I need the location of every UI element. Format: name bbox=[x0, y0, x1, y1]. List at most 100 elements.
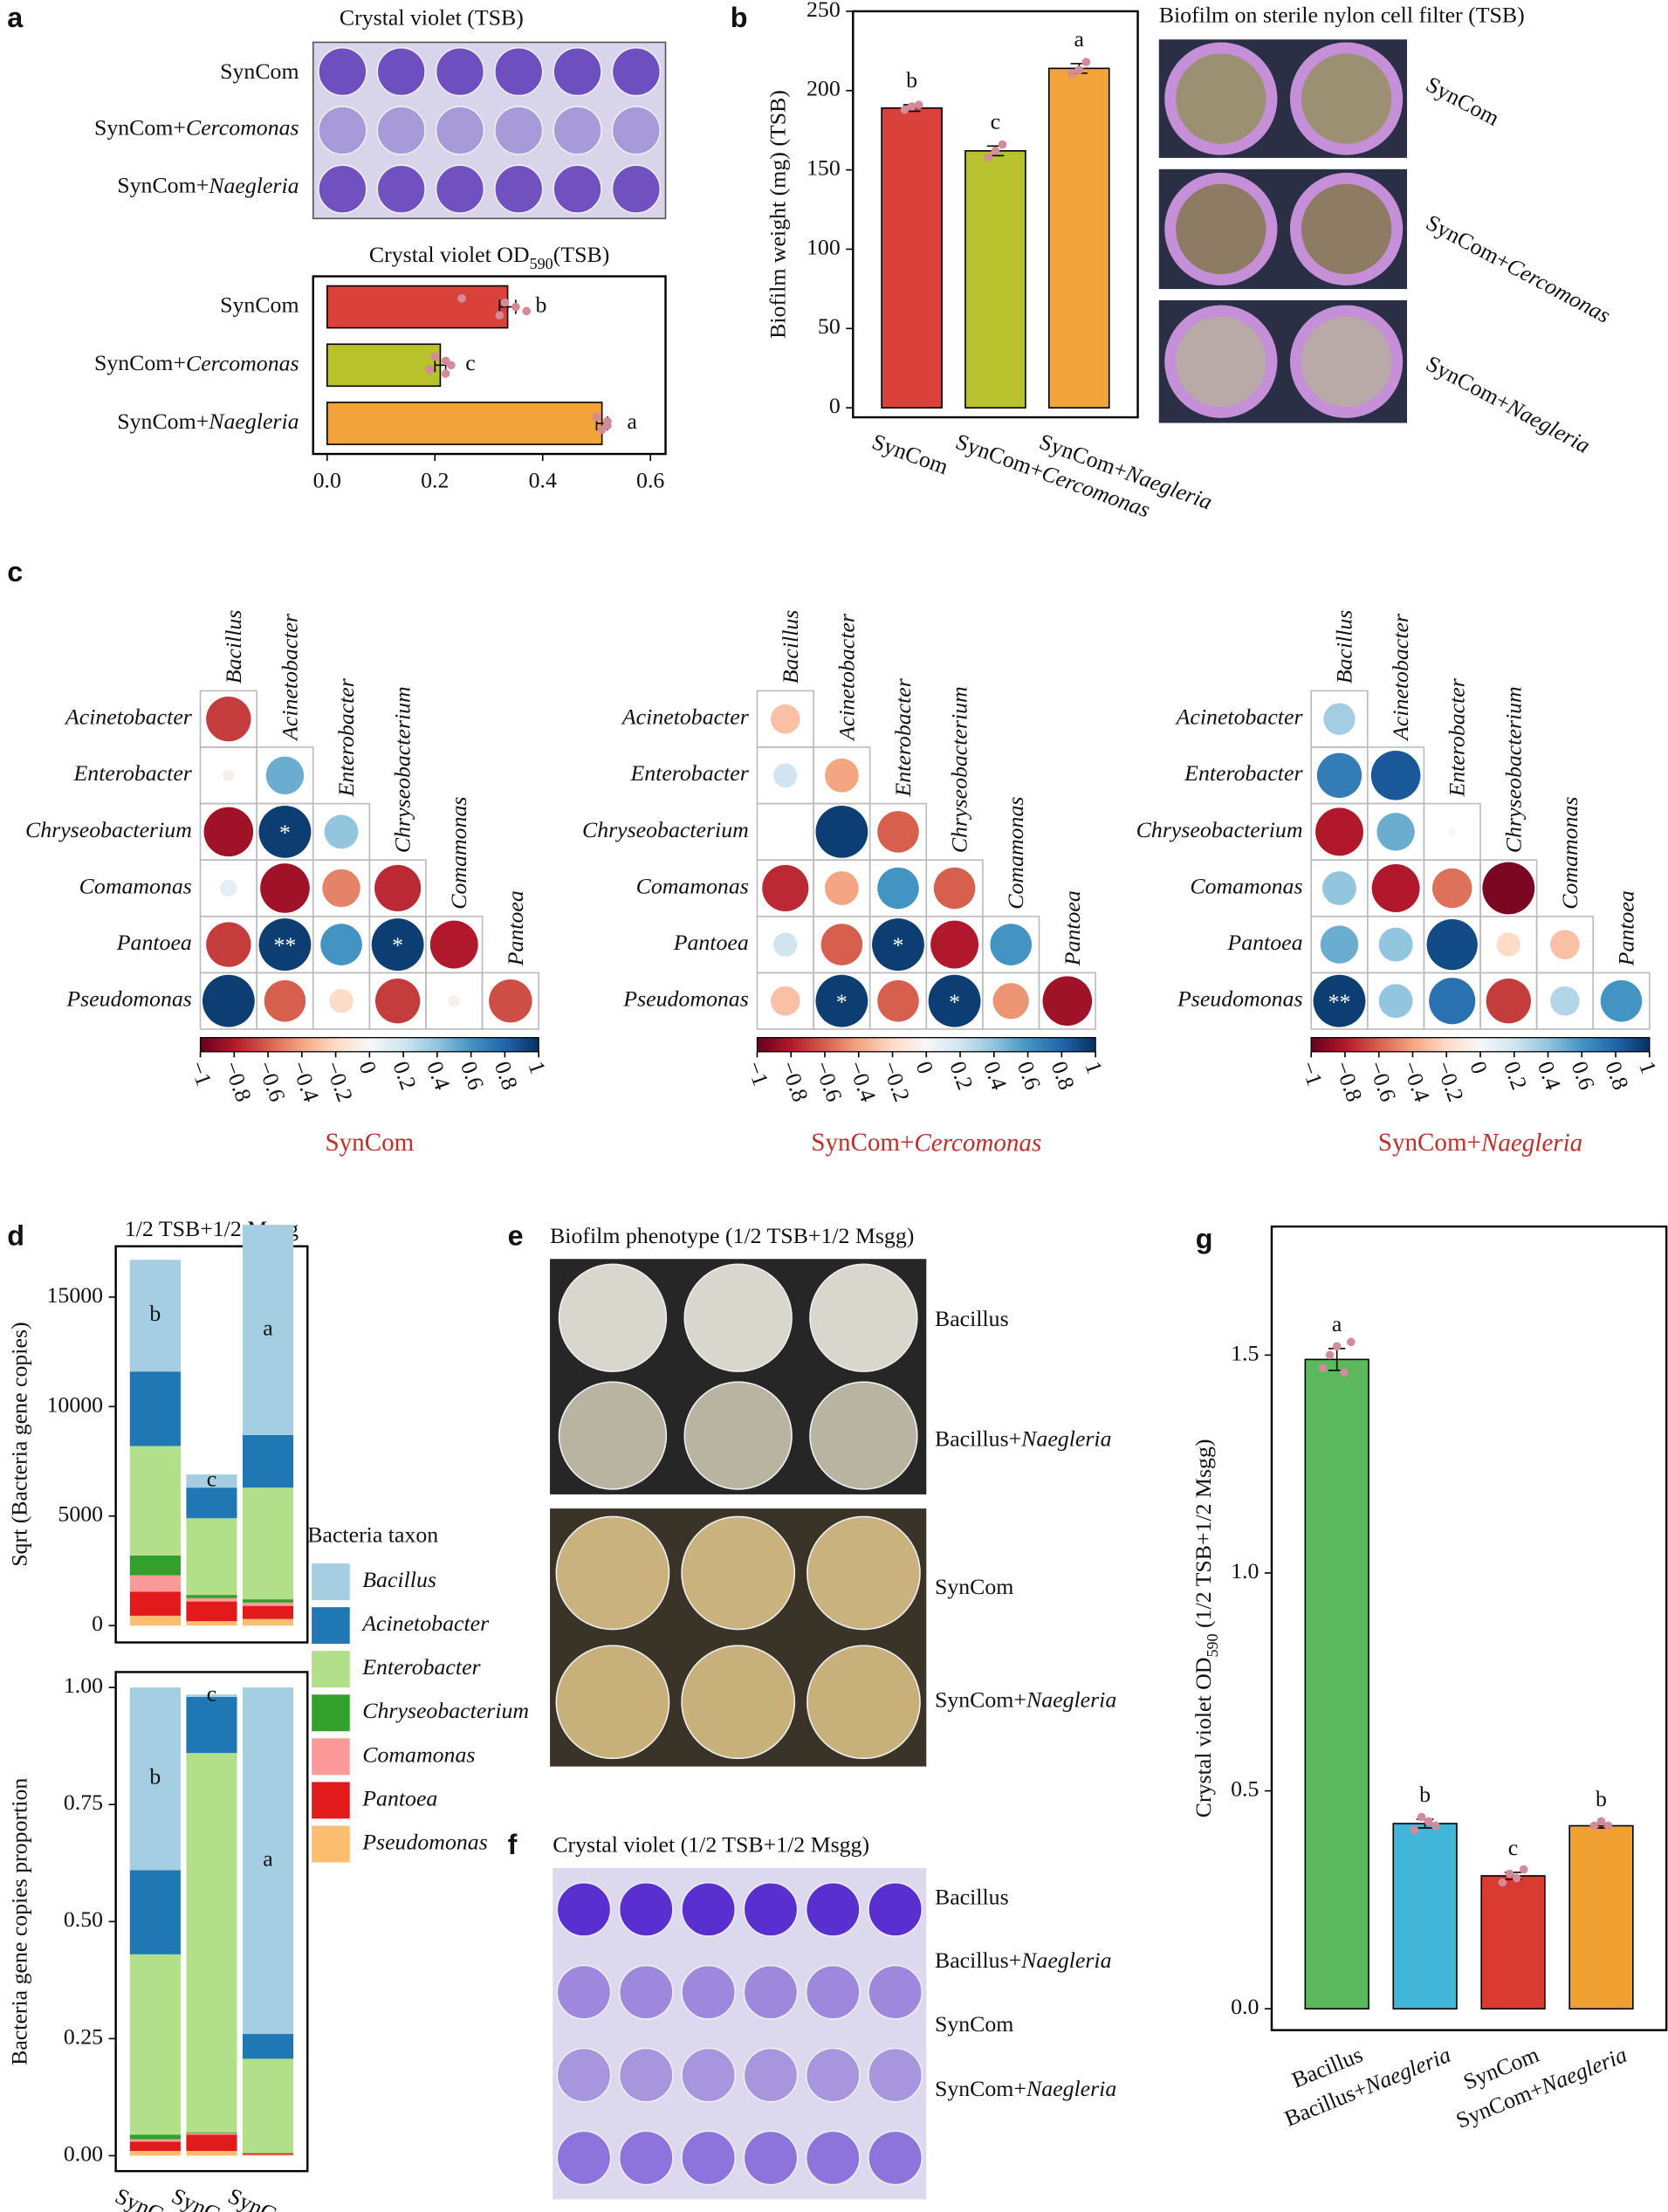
correlation-circle bbox=[1371, 864, 1420, 912]
correlation-circle bbox=[877, 867, 919, 910]
y-tick-label: 0.25 bbox=[64, 2023, 103, 2049]
photo-label: SynCom+Naegleria bbox=[935, 1686, 1116, 1712]
data-point bbox=[1318, 1364, 1328, 1373]
significance-star: * bbox=[893, 932, 904, 958]
well bbox=[556, 1964, 612, 2020]
data-point bbox=[1603, 1821, 1613, 1831]
column-label: Enterobacter bbox=[333, 677, 359, 797]
colorbar-tick-label: −0.6 bbox=[809, 1058, 847, 1105]
legend-label: Pantoea bbox=[361, 1785, 437, 1810]
data-point bbox=[1424, 1817, 1433, 1826]
correlation-circle bbox=[1482, 862, 1535, 915]
well bbox=[555, 1515, 670, 1631]
correlation-circle bbox=[770, 986, 800, 1016]
y-tick-label: SynCom bbox=[220, 292, 299, 317]
row-label: Enterobacter bbox=[1184, 760, 1303, 786]
correlation-circle bbox=[222, 769, 235, 782]
column-label: Chryseobacterium bbox=[390, 686, 415, 853]
correlation-circle bbox=[429, 920, 478, 969]
chart-title: SynCom+Cercomonas bbox=[811, 1129, 1041, 1157]
well bbox=[743, 2047, 799, 2103]
data-point bbox=[441, 369, 450, 378]
chart-title: SynCom bbox=[325, 1129, 414, 1157]
well bbox=[494, 46, 544, 97]
legend-swatch bbox=[312, 1563, 350, 1601]
y-tick-label: 0.75 bbox=[64, 1790, 103, 1815]
data-point bbox=[592, 412, 601, 422]
y-tick-label: 0 bbox=[92, 1611, 103, 1636]
column-label: Bacillus bbox=[221, 610, 246, 684]
significance-letter: b bbox=[1596, 1786, 1607, 1811]
significance-letter: c bbox=[207, 1680, 216, 1706]
data-point bbox=[495, 311, 505, 320]
row-label: Pantoea bbox=[116, 930, 192, 955]
well bbox=[868, 2130, 923, 2186]
legend-label: Acinetobacter bbox=[360, 1611, 490, 1636]
data-point bbox=[1410, 1825, 1419, 1835]
correlation-circle bbox=[990, 924, 1032, 965]
matrix-cell bbox=[756, 802, 814, 861]
x-tick-label: 0.6 bbox=[636, 467, 664, 492]
data-point bbox=[984, 153, 993, 161]
well bbox=[683, 1381, 793, 1490]
correlation-circle bbox=[260, 863, 310, 913]
correlation-circle bbox=[374, 864, 422, 912]
significance-letter: b bbox=[906, 67, 917, 93]
well bbox=[618, 2130, 674, 2186]
correlation-circle bbox=[824, 871, 859, 905]
significance-letter: a bbox=[263, 1846, 273, 1872]
colorbar-tick-label: −0.2 bbox=[877, 1058, 915, 1105]
well bbox=[743, 1964, 799, 2020]
correlation-circle bbox=[773, 763, 798, 787]
colorbar bbox=[1310, 1037, 1651, 1053]
chart-title: SynCom+Naegleria bbox=[1378, 1129, 1582, 1157]
legend-swatch bbox=[312, 1607, 350, 1645]
row-label: Pantoea bbox=[1226, 930, 1302, 955]
column-label: Comamonas bbox=[1557, 797, 1582, 910]
well bbox=[435, 164, 485, 214]
plot-frame bbox=[852, 10, 1139, 419]
correlation-circle bbox=[1600, 979, 1643, 1022]
y-tick-label: 15000 bbox=[47, 1282, 104, 1308]
photo-title: Crystal violet (TSB) bbox=[340, 5, 524, 31]
well bbox=[556, 2047, 612, 2103]
well bbox=[868, 1881, 923, 1937]
photo-label: Bacillus bbox=[935, 1884, 1009, 1909]
bar-segment bbox=[242, 1605, 294, 1619]
well bbox=[809, 1381, 918, 1490]
colorbar-tick-label: −1 bbox=[742, 1058, 774, 1089]
well bbox=[618, 2047, 674, 2103]
data-point bbox=[511, 302, 520, 312]
colorbar bbox=[756, 1037, 1096, 1053]
correlation-circle bbox=[1550, 986, 1580, 1016]
y-tick-label: 0.0 bbox=[1231, 1994, 1259, 2019]
bar-segment bbox=[242, 2152, 294, 2154]
bar-segment bbox=[129, 2134, 181, 2140]
correlation-circle bbox=[371, 918, 424, 971]
column-label: Enterobacter bbox=[890, 677, 916, 797]
bar bbox=[326, 402, 603, 445]
row-label: Enterobacter bbox=[629, 760, 749, 786]
data-point bbox=[914, 100, 923, 109]
well bbox=[553, 164, 602, 214]
well bbox=[868, 1964, 923, 2020]
bar-segment bbox=[129, 1954, 181, 2135]
well bbox=[743, 2130, 799, 2186]
column-label: Enterobacter bbox=[1445, 677, 1470, 797]
data-point bbox=[425, 365, 434, 374]
correlation-circle bbox=[265, 756, 305, 794]
column-label: Acinetobacter bbox=[277, 613, 302, 742]
well bbox=[805, 2047, 861, 2103]
bar-segment bbox=[129, 1575, 181, 1592]
bar-segment bbox=[242, 1434, 294, 1488]
x-tick-label: SynCom+Naegleria bbox=[224, 2183, 400, 2212]
correlation-circle bbox=[1550, 930, 1580, 959]
data-point bbox=[1596, 1817, 1606, 1826]
bar-segment bbox=[129, 2139, 181, 2142]
correlation-circle bbox=[762, 864, 809, 912]
x-tick-label: 0.0 bbox=[313, 467, 341, 492]
column-label: Bacillus bbox=[1332, 610, 1357, 684]
colorbar-tick-label: 0.2 bbox=[944, 1058, 978, 1093]
bar-segment bbox=[186, 1753, 237, 2133]
